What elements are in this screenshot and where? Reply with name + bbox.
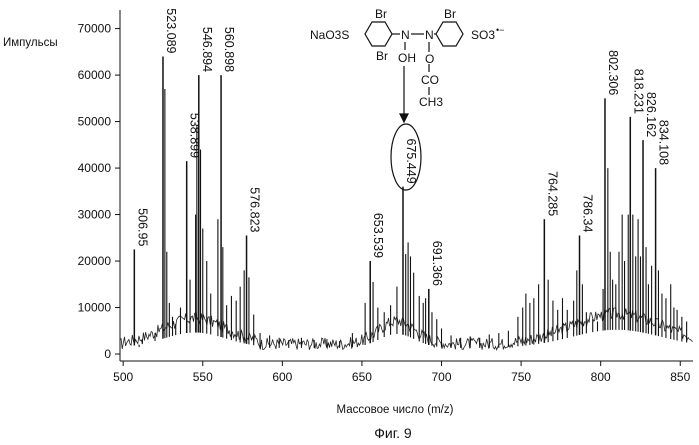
y-tick-label: 40000 [78,161,112,175]
y-tick-label: 10000 [78,301,112,315]
y-tick-label: 50000 [78,115,112,129]
radical-anion-charge: •− [496,25,504,35]
x-axis-title: Массовое число (m/z) [337,404,454,416]
y-axis-title: Импульсы [3,37,58,49]
chemical-structure-labels: NaO3S Br Br Br N N OH O CO CH3 SO3 •− [310,7,504,109]
y-tick-label: 70000 [78,22,112,36]
peak-label: 546.894 [200,27,214,72]
x-tick-label: 500 [113,370,133,384]
peak-label: 653.539 [371,213,385,258]
right-nitrogen: N [425,28,434,42]
peak-label: 576.823 [248,187,262,232]
pointer-arrowhead [400,114,408,122]
peak-label: 786.34 [581,194,595,232]
peak-label: 834.108 [657,120,671,165]
peak-label: 691.366 [430,241,444,286]
peak-label: 826.162 [644,92,658,137]
right-benzene-ring [436,22,463,46]
spectrum-trace [120,308,693,350]
y-tick-label: 30000 [78,208,112,222]
hydroxyl-group: OH [398,51,416,65]
x-tick-label: 650 [352,370,372,384]
x-tick-label: 750 [511,370,531,384]
peak-label: 818.231 [631,69,645,114]
peak-label: 523.089 [164,8,178,53]
y-tick-label: 60000 [78,68,112,82]
right-top-bromine: Br [444,7,456,21]
so3-group: SO3 [471,28,495,42]
left-benzene-ring [365,22,392,46]
peak-label: 538.899 [188,113,202,158]
figure-caption: Фиг. 9 [374,425,412,441]
peak-label: 560.898 [222,27,236,72]
peak-label: 802.306 [606,50,620,95]
x-tick-label: 800 [591,370,611,384]
y-tick-label: 0 [104,347,111,361]
left-top-bromine: Br [375,7,387,21]
peak-label: 506.95 [135,208,149,246]
y-tick-label: 20000 [78,254,112,268]
x-tick-label: 850 [670,370,690,384]
naso3s-group: NaO3S [310,28,349,42]
left-nitrogen: N [401,28,410,42]
x-tick-label: 700 [432,370,452,384]
methyl-group: CH3 [419,95,443,109]
x-tick-label: 600 [272,370,292,384]
peak-label: 675.449 [404,138,418,183]
carbonyl-group: CO [421,73,439,87]
peak-series [134,56,686,347]
peak-label: 764.285 [545,171,559,216]
ester-oxygen: O [425,52,434,66]
left-bottom-bromine: Br [376,49,388,63]
x-tick-label: 550 [193,370,213,384]
baseline-noise [120,308,693,350]
